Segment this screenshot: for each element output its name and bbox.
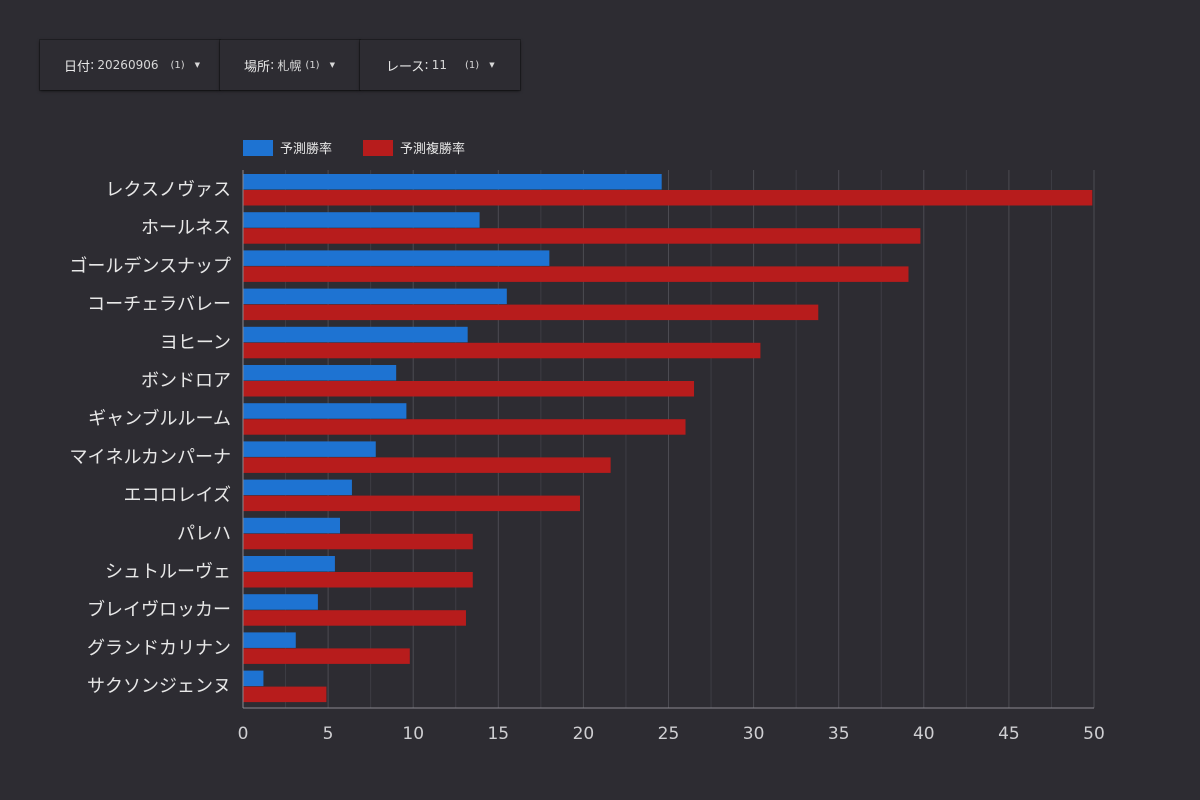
x-tick-label: 40 [913, 724, 935, 744]
bar-place-rate [243, 228, 921, 244]
bar-place-rate [243, 533, 473, 550]
bar-win-rate [243, 632, 296, 648]
date-filter-label: 日付 [64, 59, 91, 75]
x-tick-label: 10 [402, 724, 424, 744]
category-label: シュトルーヴェ [105, 562, 231, 583]
date-filter-colon: : [90, 57, 95, 73]
date-filter[interactable]: 日付: 20260906 (1) ▼ [40, 40, 220, 90]
bar-win-rate [243, 403, 407, 419]
x-tick-label: 5 [323, 724, 334, 744]
bar-win-rate [243, 517, 341, 534]
bar-place-rate [243, 190, 1093, 206]
bar-place-rate [243, 572, 473, 588]
x-tick-label: 50 [1083, 724, 1105, 744]
date-filter-value: 20260906 [97, 58, 159, 72]
bar-place-rate [243, 266, 909, 282]
x-tick-label: 25 [658, 724, 680, 744]
category-label: レクスノヴァス [106, 180, 231, 201]
bar-win-rate [243, 288, 507, 305]
bar-place-rate [243, 457, 611, 473]
category-label: サクソンジェンヌ [87, 676, 231, 697]
bar-win-rate [243, 250, 550, 266]
bar-place-rate [243, 304, 819, 321]
bar-win-rate [243, 556, 335, 572]
category-label: ゴールデンスナップ [69, 256, 231, 277]
bar-win-rate [243, 365, 397, 381]
race-filter-count: (1) [465, 59, 480, 71]
place-filter[interactable]: 場所: 札幌 (1) ▼ [220, 40, 360, 90]
bar-win-rate [243, 441, 376, 457]
dropdown-caret-icon: ▼ [194, 61, 201, 69]
bar-win-rate [243, 212, 480, 228]
bar-win-rate [243, 479, 352, 496]
category-label: コーチェラバレー [87, 294, 231, 315]
bar-place-rate [243, 610, 466, 626]
place-filter-value: 札幌 [277, 58, 302, 73]
x-tick-label: 45 [998, 724, 1020, 744]
x-tick-label: 15 [487, 724, 509, 744]
category-label: ブレイヴロッカー [87, 599, 231, 621]
legend-swatch [363, 140, 393, 156]
category-label: エコロレイズ [124, 485, 231, 506]
category-label: ギャンブルルーム [88, 408, 231, 430]
place-filter-count: (1) [305, 59, 320, 71]
date-filter-count: (1) [170, 59, 185, 71]
bar-win-rate [243, 594, 318, 610]
category-label: ボンドロア [141, 371, 231, 392]
category-label: パレハ [177, 523, 231, 544]
race-filter-colon: : [424, 57, 429, 73]
bar-win-rate [243, 670, 264, 687]
race-filter[interactable]: レース: 11 (1) ▼ [360, 40, 520, 90]
bar-place-rate [243, 342, 761, 359]
filter-bar: 日付: 20260906 (1) ▼ 場所: 札幌 (1) ▼ レース: 11 … [40, 40, 520, 90]
bar-win-rate [243, 326, 468, 343]
legend-label: 予測勝率 [280, 141, 332, 157]
bar-win-rate [243, 174, 662, 190]
x-tick-label: 0 [238, 724, 249, 744]
x-tick-label: 35 [828, 724, 850, 744]
x-tick-label: 30 [743, 724, 765, 744]
bar-place-rate [243, 381, 695, 397]
bar-place-rate [243, 648, 410, 664]
place-filter-colon: : [270, 57, 275, 73]
category-label: ヨヒーン [160, 332, 231, 353]
category-label: グランドカリナン [87, 638, 231, 659]
legend-swatch [243, 140, 273, 156]
race-filter-label: レース [386, 59, 425, 75]
bar-place-rate [243, 495, 580, 512]
category-label: ホールネス [141, 218, 231, 239]
dropdown-caret-icon: ▼ [489, 61, 495, 69]
bar-place-rate [243, 686, 327, 703]
legend-label: 予測複勝率 [400, 141, 465, 157]
x-tick-label: 20 [573, 724, 595, 744]
place-filter-label: 場所 [244, 59, 271, 75]
dropdown-caret-icon: ▼ [329, 61, 335, 69]
category-label: マイネルカンパーナ [70, 447, 231, 468]
race-filter-value: 11 [431, 58, 448, 72]
bar-place-rate [243, 419, 686, 435]
